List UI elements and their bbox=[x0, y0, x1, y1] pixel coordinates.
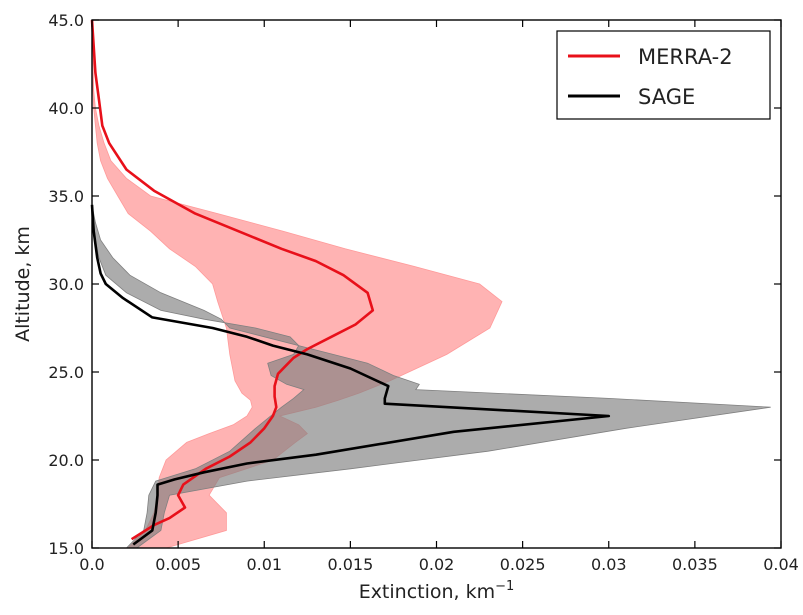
legend-label-sage: SAGE bbox=[638, 85, 695, 109]
x-tick-label: 0.02 bbox=[419, 555, 455, 574]
axis-ticks bbox=[91, 19, 782, 549]
series-lines bbox=[90, 19, 611, 546]
x-axis-title: Extinction, km−1 bbox=[359, 579, 515, 603]
legend: MERRA-2 SAGE bbox=[556, 30, 771, 120]
y-tick-labels: 15.0 20.0 25.0 30.0 35.0 40.0 45.0 bbox=[48, 11, 84, 558]
y-tick-label: 35.0 bbox=[48, 187, 84, 206]
x-tick-label: 0.03 bbox=[591, 555, 627, 574]
y-tick-label: 40.0 bbox=[48, 99, 84, 118]
x-tick-labels: 0.0 0.005 0.01 0.015 0.02 0.025 0.03 0.035 0.04 bbox=[79, 555, 799, 574]
x-axis-title-exponent: −1 bbox=[495, 579, 514, 594]
x-tick-label: 0.04 bbox=[763, 555, 799, 574]
x-tick-label: 0.01 bbox=[246, 555, 282, 574]
legend-label-merra-2: MERRA-2 bbox=[638, 45, 733, 69]
x-tick-label: 0.0 bbox=[79, 555, 104, 574]
y-tick-label: 25.0 bbox=[48, 363, 84, 382]
line-sage bbox=[90, 204, 611, 546]
x-tick-label: 0.005 bbox=[155, 555, 201, 574]
x-tick-label: 0.025 bbox=[500, 555, 546, 574]
x-axis-title-text: Extinction, km bbox=[359, 581, 495, 603]
x-tick-label: 0.035 bbox=[672, 555, 718, 574]
y-axis-title: Altitude, km bbox=[12, 226, 34, 342]
y-tick-label: 45.0 bbox=[48, 11, 84, 30]
x-tick-label: 0.015 bbox=[327, 555, 373, 574]
legend-box bbox=[556, 30, 771, 120]
y-tick-label: 30.0 bbox=[48, 275, 84, 294]
y-tick-label: 20.0 bbox=[48, 451, 84, 470]
y-tick-label: 15.0 bbox=[48, 539, 84, 558]
